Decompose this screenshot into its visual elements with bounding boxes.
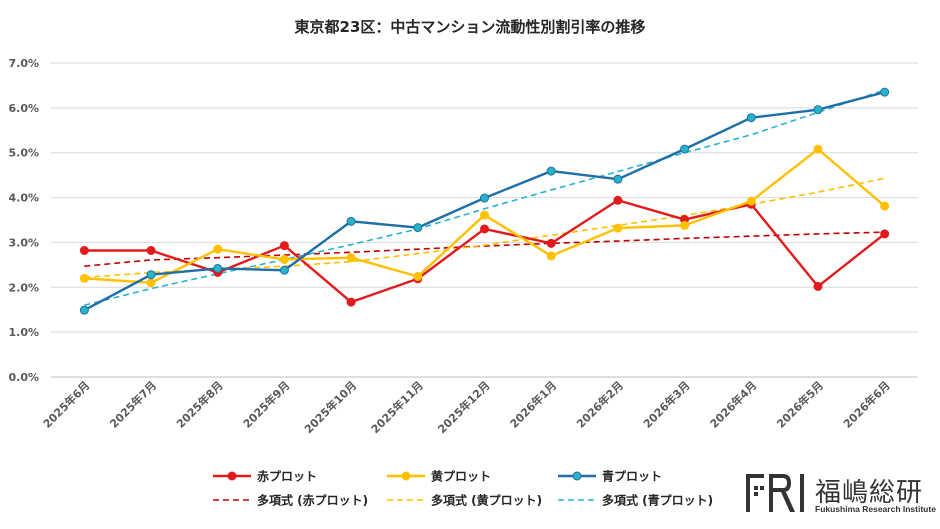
legend-label: 多項式 (青プロット)	[602, 493, 713, 508]
data-point	[813, 144, 823, 154]
data-point	[480, 210, 489, 220]
data-point	[746, 196, 756, 206]
data-point	[880, 229, 890, 239]
x-tick-label: 2025年8月	[173, 378, 226, 431]
logo-name: 福嶋総研	[815, 478, 924, 508]
legend-marker	[572, 471, 582, 481]
x-tick-label: 2026年1月	[507, 378, 560, 431]
fri-logo: 福嶋総研 Fukushima Research Institute	[743, 470, 938, 520]
data-point	[746, 113, 756, 123]
legend-label: 多項式 (赤プロット)	[257, 493, 368, 508]
chart-title: 東京都23区：中古マンション流動性別割引率の推移	[295, 18, 646, 36]
y-tick-label: 6.0%	[8, 102, 39, 115]
fri-logo-mark	[746, 474, 804, 512]
data-point	[880, 87, 890, 97]
data-point	[546, 251, 556, 261]
data-point	[213, 244, 223, 254]
data-point	[613, 174, 623, 184]
data-point	[279, 254, 289, 264]
data-point	[613, 195, 623, 205]
trendline	[84, 89, 885, 307]
x-tick-label: 2025年10月	[301, 378, 359, 436]
data-point	[79, 273, 89, 283]
legend-marker	[401, 471, 411, 481]
data-point	[546, 238, 556, 248]
data-point	[680, 220, 690, 230]
x-tick-label: 2026年4月	[707, 378, 760, 431]
data-point	[79, 305, 89, 315]
legend-label: 黄プロット	[431, 469, 491, 484]
data-point	[346, 253, 356, 263]
logo-subtitle: Fukushima Research Institute	[815, 504, 936, 514]
data-point	[346, 297, 356, 307]
y-tick-label: 2.0%	[8, 281, 39, 294]
data-point	[413, 223, 423, 233]
data-point	[813, 281, 823, 291]
x-tick-label: 2025年7月	[107, 378, 160, 431]
legend-label: 赤プロット	[257, 469, 317, 484]
data-point	[613, 223, 623, 233]
y-tick-label: 0.0%	[8, 371, 39, 384]
data-point	[79, 246, 89, 256]
data-point	[146, 270, 156, 280]
data-point	[680, 144, 690, 154]
x-tick-label: 2025年11月	[368, 378, 426, 436]
y-tick-label: 5.0%	[8, 147, 39, 160]
y-tick-label: 3.0%	[8, 236, 39, 249]
data-point	[146, 246, 156, 256]
data-point	[480, 193, 489, 203]
x-axis: 2025年6月 2025年7月 2025年8月 2025年9月 2025年10月 2025…	[40, 378, 893, 436]
data-point	[279, 241, 289, 251]
y-tick-label: 1.0%	[8, 326, 39, 339]
grid-lines	[51, 62, 918, 378]
x-tick-label: 2025年9月	[240, 378, 293, 431]
y-axis: 0.0% 1.0% 2.0% 3.0% 4.0% 5.0% 6.0% 7.0%	[8, 57, 39, 384]
trendline	[84, 231, 885, 267]
x-tick-label: 2026年3月	[640, 378, 693, 431]
data-series	[79, 87, 890, 315]
data-point	[813, 105, 823, 115]
data-point	[480, 224, 489, 234]
x-tick-label: 2025年12月	[435, 378, 493, 436]
data-point	[146, 278, 156, 288]
x-tick-label: 2026年6月	[840, 378, 893, 431]
data-point	[279, 265, 289, 275]
y-tick-label: 4.0%	[8, 192, 39, 205]
data-point	[546, 166, 556, 176]
legend-label: 青プロット	[602, 469, 662, 484]
data-point	[346, 216, 356, 226]
legend-marker	[227, 471, 237, 481]
x-tick-label: 2025年6月	[40, 378, 93, 431]
x-tick-label: 2026年2月	[573, 378, 626, 431]
x-tick-label: 2026年5月	[774, 378, 827, 431]
data-point	[880, 201, 890, 211]
legend-label: 多項式 (黄プロット)	[431, 493, 542, 508]
y-tick-label: 7.0%	[8, 57, 39, 70]
data-point	[213, 263, 223, 273]
data-point	[413, 272, 423, 282]
